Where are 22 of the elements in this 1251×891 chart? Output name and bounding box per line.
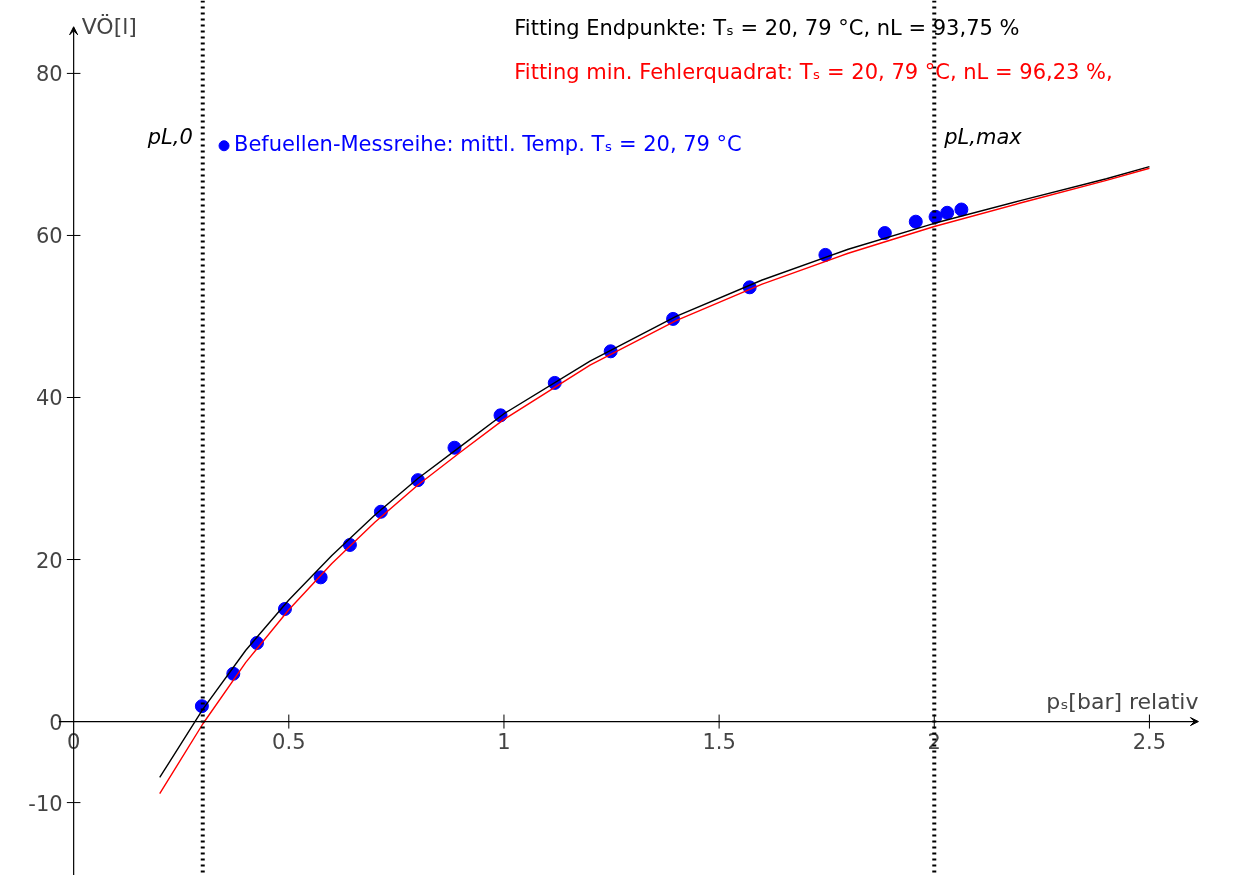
point bbox=[908, 214, 923, 229]
x-tick-label: 2.5 bbox=[1132, 729, 1167, 754]
text: Fitting min. Fehlerquadrat: Tₛ = 20, 79 °C, nL = 96,23 %, bbox=[514, 59, 1113, 84]
y-axis-title: VÖ[l] bbox=[81, 14, 137, 40]
x-tick-label: 1 bbox=[497, 729, 511, 754]
x-tick-label: 2 bbox=[927, 729, 941, 754]
text: Fitting Endpunkte: Tₛ = 20, 79 °C, nL = 93,75 % bbox=[514, 15, 1020, 40]
y-tick-label: -10 bbox=[28, 791, 63, 816]
y-tick-label: 0 bbox=[49, 710, 63, 735]
x-axis-title: pₛ[bar] relativ bbox=[1046, 688, 1199, 714]
y-tick-label: 40 bbox=[35, 386, 63, 411]
point bbox=[940, 205, 955, 220]
point bbox=[954, 202, 969, 217]
y-tick-label: 80 bbox=[35, 62, 63, 87]
x-tick-label: 1.5 bbox=[702, 729, 736, 754]
y-tick-label: 60 bbox=[35, 224, 63, 249]
ref-line-label: pL,max bbox=[943, 125, 1023, 150]
ref-line-label: pL,0 bbox=[146, 125, 193, 150]
x-tick-label: 0.5 bbox=[272, 729, 306, 754]
point bbox=[877, 226, 892, 241]
y-tick-label: 20 bbox=[35, 548, 63, 573]
legend-label: Befuellen-Messreihe: mittl. Temp. Tₛ = 20, 79 °C bbox=[234, 132, 742, 157]
